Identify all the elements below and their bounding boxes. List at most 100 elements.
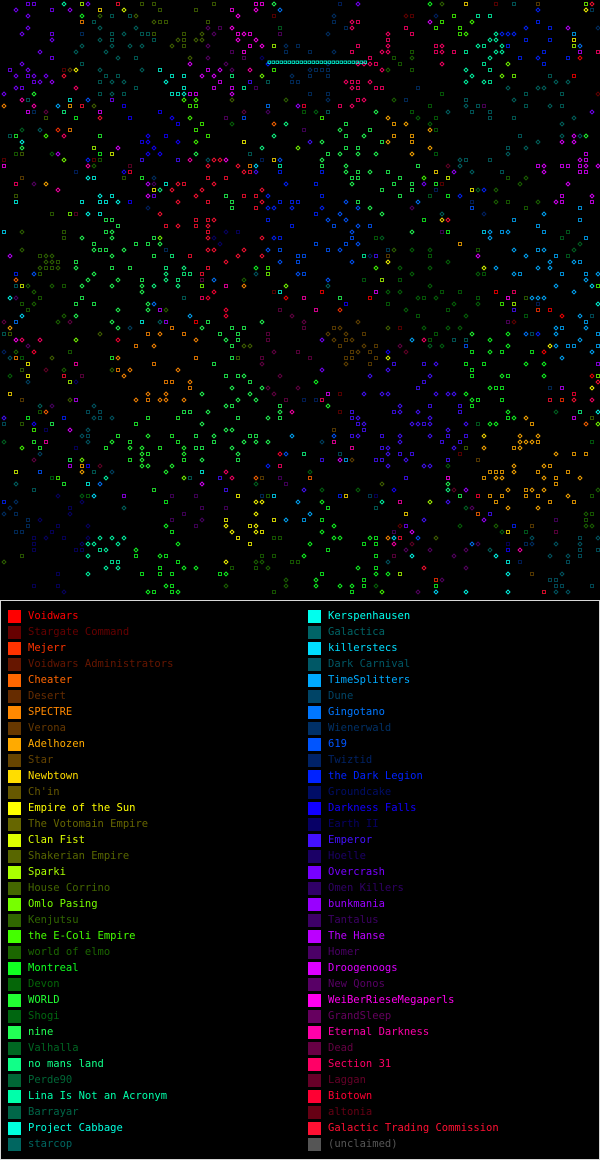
system-marker[interactable] (43, 133, 49, 139)
system-marker[interactable] (469, 73, 475, 79)
system-marker[interactable] (223, 403, 229, 409)
planet-marker[interactable] (302, 110, 306, 114)
planet-marker[interactable] (548, 398, 552, 402)
system-marker[interactable] (313, 583, 319, 589)
system-marker[interactable] (91, 103, 97, 109)
system-marker[interactable] (115, 541, 121, 547)
planet-marker[interactable] (86, 482, 90, 486)
system-marker[interactable] (589, 385, 595, 391)
system-marker[interactable] (265, 193, 271, 199)
planet-marker[interactable] (440, 92, 444, 96)
system-marker[interactable] (13, 85, 19, 91)
planet-marker[interactable] (440, 290, 444, 294)
planet-marker[interactable] (362, 542, 366, 546)
planet-marker[interactable] (152, 590, 156, 594)
planet-marker[interactable] (152, 32, 156, 36)
planet-marker[interactable] (194, 128, 198, 132)
planet-marker[interactable] (56, 584, 60, 588)
system-marker[interactable] (13, 7, 19, 13)
system-marker[interactable] (283, 181, 289, 187)
planet-marker[interactable] (266, 272, 270, 276)
planet-marker[interactable] (278, 164, 282, 168)
planet-marker[interactable] (242, 50, 246, 54)
planet-marker[interactable] (488, 110, 492, 114)
system-marker[interactable] (109, 283, 115, 289)
planet-marker[interactable] (110, 38, 114, 42)
system-marker[interactable] (301, 487, 307, 493)
system-marker[interactable] (7, 505, 13, 511)
system-marker[interactable] (325, 31, 331, 37)
system-marker[interactable] (505, 61, 511, 67)
system-marker[interactable] (451, 445, 457, 451)
planet-marker[interactable] (320, 290, 324, 294)
planet-marker[interactable] (98, 92, 102, 96)
system-marker[interactable] (85, 535, 91, 541)
system-marker[interactable] (505, 229, 511, 235)
planet-marker[interactable] (182, 512, 186, 516)
system-marker[interactable] (67, 511, 73, 517)
system-marker[interactable] (553, 451, 559, 457)
planet-marker[interactable] (560, 164, 564, 168)
planet-marker[interactable] (554, 530, 558, 534)
system-marker[interactable] (181, 265, 187, 271)
system-marker[interactable] (577, 541, 583, 547)
system-marker[interactable] (337, 457, 343, 463)
system-marker[interactable] (391, 535, 397, 541)
system-marker[interactable] (349, 19, 355, 25)
system-marker[interactable] (319, 367, 325, 373)
planet-marker[interactable] (80, 104, 84, 108)
planet-marker[interactable] (134, 344, 138, 348)
system-marker[interactable] (463, 103, 469, 109)
system-marker[interactable] (211, 277, 217, 283)
planet-marker[interactable] (590, 200, 594, 204)
planet-marker[interactable] (314, 68, 318, 72)
planet-marker[interactable] (368, 494, 372, 498)
planet-marker[interactable] (20, 398, 24, 402)
system-marker[interactable] (217, 67, 223, 73)
system-marker[interactable] (109, 91, 115, 97)
planet-marker[interactable] (327, 60, 331, 64)
system-marker[interactable] (49, 79, 55, 85)
system-marker[interactable] (229, 385, 235, 391)
system-marker[interactable] (397, 409, 403, 415)
planet-marker[interactable] (56, 524, 60, 528)
system-marker[interactable] (91, 493, 97, 499)
system-marker[interactable] (295, 103, 301, 109)
system-marker[interactable] (211, 289, 217, 295)
system-marker[interactable] (85, 553, 91, 559)
system-marker[interactable] (379, 499, 385, 505)
planet-marker[interactable] (20, 152, 24, 156)
system-marker[interactable] (361, 97, 367, 103)
system-marker[interactable] (121, 31, 127, 37)
system-marker[interactable] (253, 37, 259, 43)
system-marker[interactable] (25, 67, 31, 73)
system-marker[interactable] (499, 73, 505, 79)
planet-marker[interactable] (536, 302, 540, 306)
planet-marker[interactable] (146, 416, 150, 420)
planet-marker[interactable] (290, 560, 294, 564)
planet-marker[interactable] (350, 80, 354, 84)
planet-marker[interactable] (398, 452, 402, 456)
planet-marker[interactable] (416, 386, 420, 390)
planet-marker[interactable] (158, 308, 162, 312)
planet-marker[interactable] (278, 26, 282, 30)
system-marker[interactable] (541, 85, 547, 91)
system-marker[interactable] (211, 31, 217, 37)
planet-marker[interactable] (464, 338, 468, 342)
planet-marker[interactable] (44, 428, 48, 432)
planet-marker[interactable] (560, 398, 564, 402)
planet-marker[interactable] (386, 170, 390, 174)
system-marker[interactable] (91, 415, 97, 421)
system-marker[interactable] (175, 367, 181, 373)
system-marker[interactable] (463, 589, 469, 595)
system-marker[interactable] (433, 361, 439, 367)
system-marker[interactable] (385, 355, 391, 361)
system-marker[interactable] (223, 307, 229, 313)
planet-marker[interactable] (86, 494, 90, 498)
planet-marker[interactable] (236, 374, 240, 378)
system-marker[interactable] (427, 463, 433, 469)
system-marker[interactable] (145, 307, 151, 313)
system-marker[interactable] (523, 361, 529, 367)
system-marker[interactable] (559, 313, 565, 319)
planet-marker[interactable] (422, 380, 426, 384)
